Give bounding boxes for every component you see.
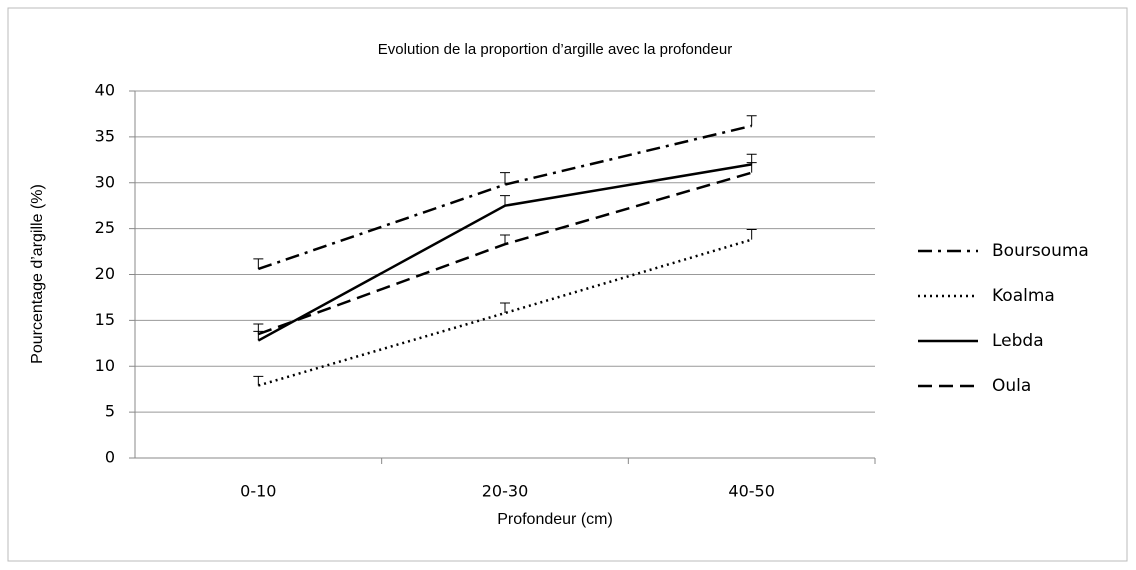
error-bar [500, 302, 510, 314]
y-tick-label: 10 [95, 356, 115, 375]
error-bar [253, 375, 264, 386]
error-bar [253, 258, 264, 269]
legend-label: Lebda [992, 331, 1044, 351]
y-tick-label: 25 [95, 218, 115, 237]
legend-label: Oula [992, 376, 1031, 396]
y-tick-label: 20 [95, 264, 115, 283]
y-tick-label: 30 [95, 172, 115, 191]
y-tick-label: 15 [95, 310, 115, 329]
error-bar [500, 195, 510, 206]
x-tick-label: 40-50 [728, 482, 775, 501]
series-line [257, 238, 753, 387]
error-bar [500, 172, 510, 185]
chart-border [7, 7, 1128, 562]
y-tick-label: 0 [105, 448, 115, 467]
y-tick-label: 35 [95, 126, 115, 145]
legend-label: Koalma [992, 286, 1055, 306]
x-tick-label: 0-10 [240, 482, 276, 501]
legend-label: Boursouma [992, 241, 1089, 261]
error-bar [253, 323, 264, 335]
chart-title: Evolution de la proportion d’argille ave… [378, 41, 732, 58]
error-bar [746, 115, 757, 126]
error-bar [746, 162, 757, 173]
y-axis-label: Pourcentage d’argille (%) [29, 184, 46, 364]
y-tick-label: 5 [105, 402, 115, 421]
x-axis-label: Profondeur (cm) [497, 511, 613, 528]
error-bar [500, 234, 510, 245]
error-bar [746, 229, 757, 240]
y-tick-label: 40 [95, 81, 115, 100]
x-tick-label: 20-30 [482, 482, 529, 501]
